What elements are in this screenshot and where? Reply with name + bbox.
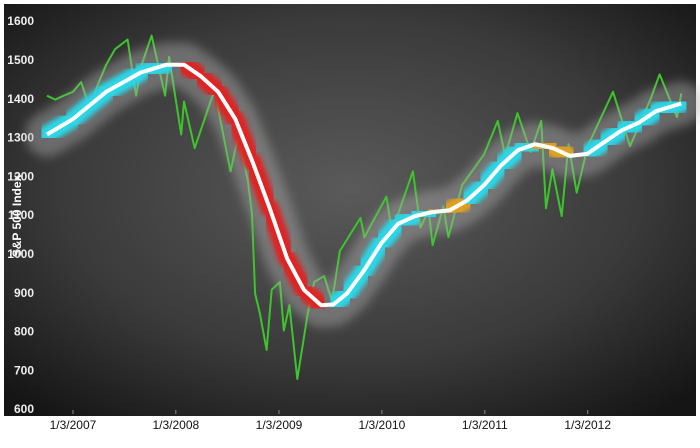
y-tick-label: 900 [14, 286, 34, 300]
x-tick-label: 1/3/2008 [152, 418, 199, 432]
y-tick-label: 1200 [7, 169, 34, 183]
y-tick-label: 1400 [7, 92, 34, 106]
y-tick-label: 1100 [8, 208, 34, 222]
x-tick-label: 1/3/2010 [359, 418, 406, 432]
y-tick-label: 1600 [7, 14, 34, 28]
moving-average-line [45, 62, 682, 308]
y-tick-label: 1500 [7, 53, 34, 67]
y-tick-label: 800 [14, 325, 34, 339]
x-tick-label: 1/3/2009 [256, 418, 303, 432]
y-axis-label: S&P 500 Index [10, 174, 24, 257]
x-tick-label: 1/3/2011 [462, 418, 508, 432]
y-tick-label: 700 [14, 363, 34, 377]
x-tick-label: 1/3/2007 [50, 418, 97, 432]
y-tick-label: 600 [14, 402, 34, 416]
x-tick-label: 1/3/2012 [564, 418, 611, 432]
y-tick-label: 1000 [7, 247, 34, 261]
